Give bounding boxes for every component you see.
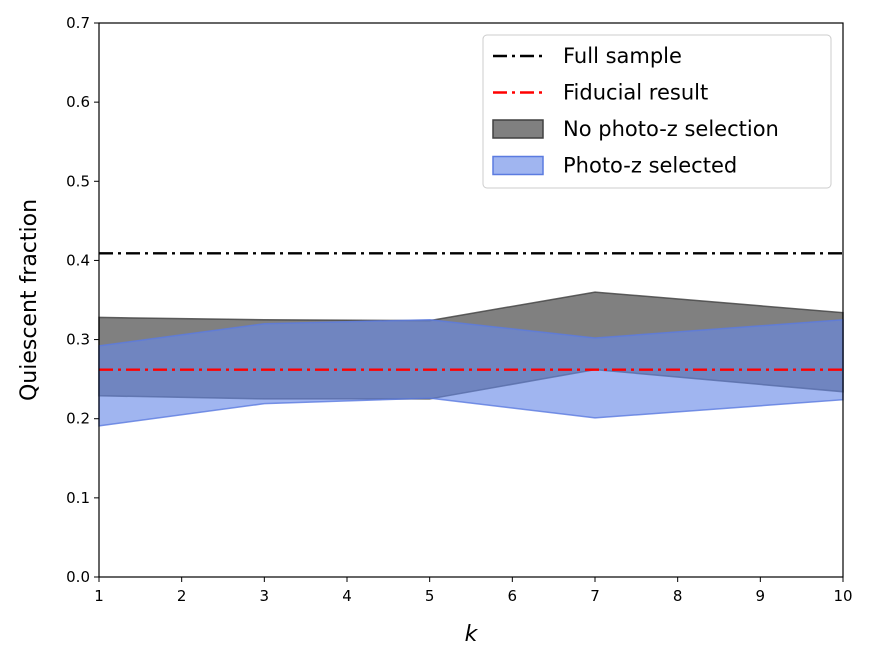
legend-label-no-photo-z-selection: No photo-z selection (563, 117, 779, 141)
x-tick-label: 5 (425, 587, 435, 605)
x-tick-label: 1 (94, 587, 104, 605)
x-tick-label: 7 (590, 587, 600, 605)
y-tick-label: 0.7 (66, 14, 90, 32)
y-tick-label: 0.1 (66, 489, 90, 507)
legend-swatch-photo-z-selected (492, 155, 544, 176)
hlines-layer (99, 252, 843, 371)
y-tick-label: 0.3 (66, 331, 90, 349)
x-tick-label: 3 (260, 587, 270, 605)
y-tick-label: 0.0 (66, 568, 90, 586)
x-axis-label: k (465, 622, 479, 647)
y-axis-label: Quiescent fraction (17, 199, 42, 401)
y-tick-label: 0.6 (66, 93, 90, 111)
legend: Full sample Fiducial result No photo-z sel… (482, 34, 832, 189)
legend-box (482, 34, 832, 189)
x-axis: 1 2 3 4 5 6 7 8 9 10 (94, 577, 853, 605)
x-tick-label: 8 (673, 587, 683, 605)
y-axis: 0.0 0.1 0.2 0.3 0.4 0.5 0.6 0.7 (66, 14, 99, 586)
x-tick-label: 4 (342, 587, 352, 605)
x-tick-label: 2 (177, 587, 187, 605)
legend-label-photo-z-selected: Photo-z selected (563, 154, 737, 178)
legend-label-fiducial-result: Fiducial result (563, 81, 708, 105)
legend-label-full-sample: Full sample (563, 44, 682, 68)
y-tick-label: 0.4 (66, 251, 90, 269)
x-tick-label: 10 (833, 587, 852, 605)
bands-layer (98, 291, 844, 427)
y-tick-label: 0.5 (66, 172, 90, 190)
y-tick-label: 0.2 (66, 410, 90, 428)
legend-swatch-no-photo-z-selection (492, 119, 544, 139)
x-tick-label: 6 (508, 587, 518, 605)
x-tick-label: 9 (756, 587, 766, 605)
plot-frame (98, 22, 844, 578)
